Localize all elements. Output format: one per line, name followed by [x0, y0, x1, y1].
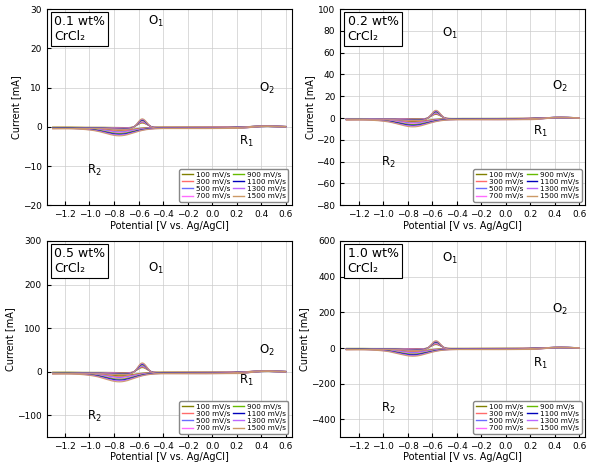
Text: R$_1$: R$_1$	[239, 133, 254, 148]
Legend: 100 mV/s, 300 mV/s, 500 mV/s, 700 mV/s, 900 mV/s, 1100 mV/s, 1300 mV/s, 1500 mV/: 100 mV/s, 300 mV/s, 500 mV/s, 700 mV/s, …	[473, 401, 582, 433]
Text: R$_1$: R$_1$	[239, 373, 254, 388]
Legend: 100 mV/s, 300 mV/s, 500 mV/s, 700 mV/s, 900 mV/s, 1100 mV/s, 1300 mV/s, 1500 mV/: 100 mV/s, 300 mV/s, 500 mV/s, 700 mV/s, …	[180, 401, 288, 433]
Text: R$_2$: R$_2$	[381, 401, 396, 417]
X-axis label: Potential [V vs. Ag/AgCl]: Potential [V vs. Ag/AgCl]	[403, 220, 522, 231]
Text: O$_2$: O$_2$	[552, 79, 568, 94]
Y-axis label: Current [mA]: Current [mA]	[305, 75, 315, 139]
Text: R$_1$: R$_1$	[533, 124, 547, 139]
Text: 0.2 wt%
CrCl₂: 0.2 wt% CrCl₂	[347, 15, 398, 43]
Text: O$_1$: O$_1$	[442, 26, 458, 42]
X-axis label: Potential [V vs. Ag/AgCl]: Potential [V vs. Ag/AgCl]	[403, 453, 522, 462]
Text: O$_2$: O$_2$	[552, 302, 568, 317]
Text: O$_1$: O$_1$	[148, 14, 164, 29]
Legend: 100 mV/s, 300 mV/s, 500 mV/s, 700 mV/s, 900 mV/s, 1100 mV/s, 1300 mV/s, 1500 mV/: 100 mV/s, 300 mV/s, 500 mV/s, 700 mV/s, …	[473, 169, 582, 202]
Text: R$_2$: R$_2$	[381, 155, 396, 170]
Text: R$_2$: R$_2$	[87, 163, 102, 178]
Text: O$_1$: O$_1$	[442, 251, 458, 266]
Text: O$_2$: O$_2$	[259, 343, 275, 358]
X-axis label: Potential [V vs. Ag/AgCl]: Potential [V vs. Ag/AgCl]	[110, 453, 229, 462]
Legend: 100 mV/s, 300 mV/s, 500 mV/s, 700 mV/s, 900 mV/s, 1100 mV/s, 1300 mV/s, 1500 mV/: 100 mV/s, 300 mV/s, 500 mV/s, 700 mV/s, …	[180, 169, 288, 202]
Text: O$_2$: O$_2$	[259, 80, 275, 95]
Text: 1.0 wt%
CrCl₂: 1.0 wt% CrCl₂	[347, 247, 398, 275]
Y-axis label: Current [mA]: Current [mA]	[11, 75, 21, 139]
Y-axis label: Current [mA]: Current [mA]	[5, 307, 15, 371]
Text: 0.1 wt%
CrCl₂: 0.1 wt% CrCl₂	[54, 15, 105, 43]
X-axis label: Potential [V vs. Ag/AgCl]: Potential [V vs. Ag/AgCl]	[110, 220, 229, 231]
Text: 0.5 wt%
CrCl₂: 0.5 wt% CrCl₂	[54, 247, 105, 275]
Y-axis label: Current [mA]: Current [mA]	[299, 307, 310, 371]
Text: O$_1$: O$_1$	[148, 261, 164, 276]
Text: R$_2$: R$_2$	[87, 409, 102, 424]
Text: R$_1$: R$_1$	[533, 356, 547, 371]
